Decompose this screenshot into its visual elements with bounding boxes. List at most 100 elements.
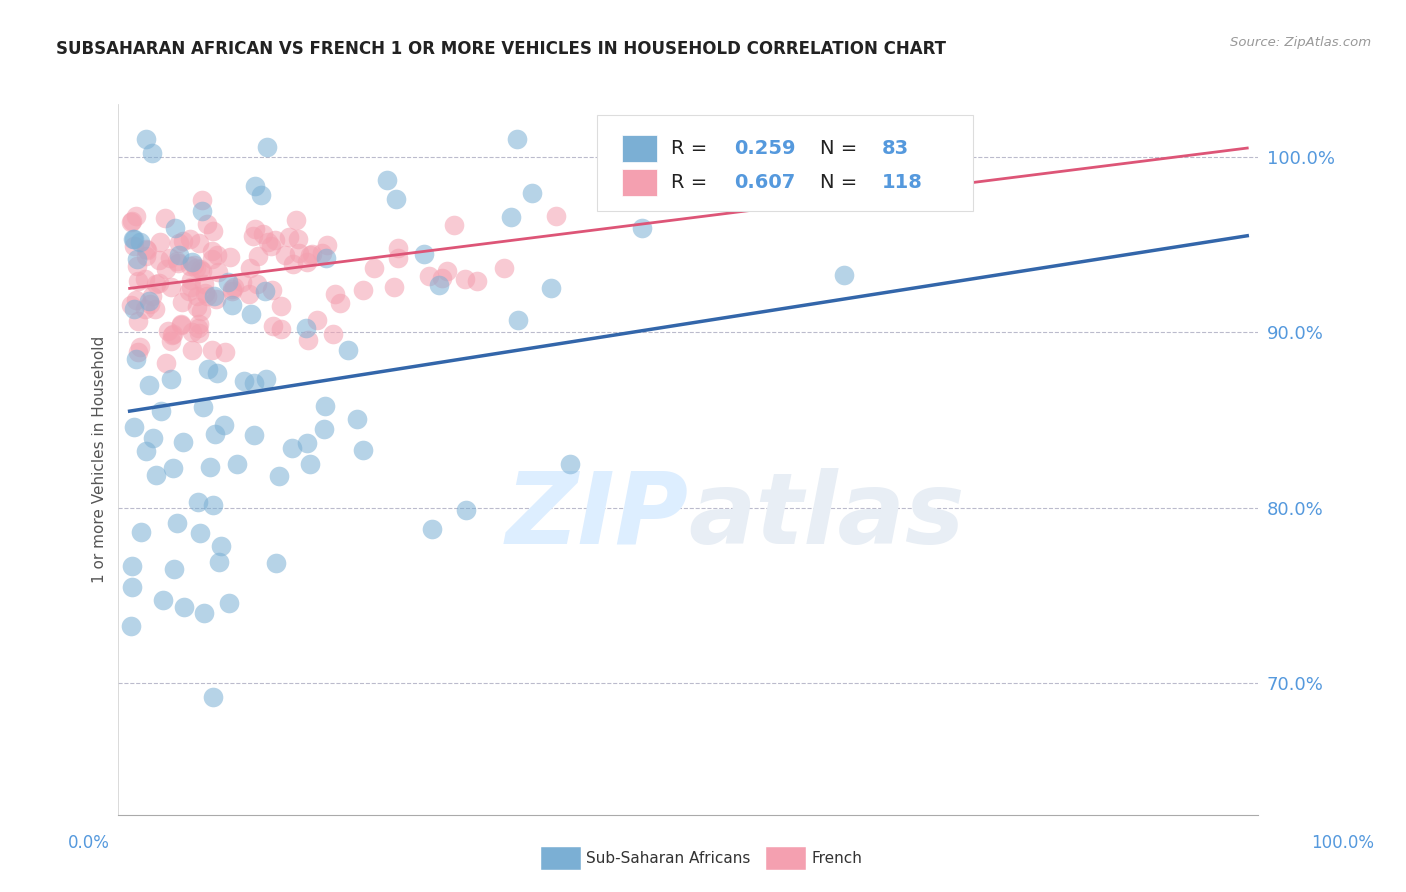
Point <box>194 285 217 300</box>
Point <box>201 252 224 266</box>
Point <box>134 302 156 317</box>
Point <box>207 366 229 380</box>
Point <box>278 230 301 244</box>
Point <box>187 495 209 509</box>
Text: atlas: atlas <box>689 467 965 565</box>
Point <box>301 247 323 261</box>
Point <box>226 457 249 471</box>
Point <box>250 188 273 202</box>
Point <box>141 289 163 303</box>
Point <box>145 467 167 482</box>
Point <box>179 285 201 299</box>
Text: 0.0%: 0.0% <box>67 834 110 852</box>
Point <box>260 239 283 253</box>
Point <box>159 251 181 265</box>
Point <box>299 457 322 471</box>
Point <box>456 503 478 517</box>
Text: 118: 118 <box>882 173 924 192</box>
Point <box>254 372 277 386</box>
Point <box>540 281 562 295</box>
Point <box>163 562 186 576</box>
Point <box>148 235 170 249</box>
Point <box>283 257 305 271</box>
Point <box>295 436 318 450</box>
Point <box>127 252 149 267</box>
Point <box>180 273 202 287</box>
Point <box>242 427 264 442</box>
Point <box>242 228 264 243</box>
Point <box>202 289 225 303</box>
Text: Source: ZipAtlas.com: Source: ZipAtlas.com <box>1230 36 1371 49</box>
Point <box>188 526 211 541</box>
Point <box>256 235 278 249</box>
Point <box>129 340 152 354</box>
Point <box>139 297 162 311</box>
Point <box>205 293 228 307</box>
Point <box>170 294 193 309</box>
Point <box>270 299 292 313</box>
Point <box>209 539 232 553</box>
Point <box>560 457 582 471</box>
Point <box>170 318 193 333</box>
Point <box>141 146 163 161</box>
Point <box>188 317 211 331</box>
Point <box>231 275 253 289</box>
Point <box>191 400 214 414</box>
Point <box>121 558 143 573</box>
Point <box>432 271 454 285</box>
Point <box>191 203 214 218</box>
Point <box>179 232 201 246</box>
Point <box>198 459 221 474</box>
Point <box>443 218 465 232</box>
Point <box>546 209 568 223</box>
Point <box>122 232 145 246</box>
Point <box>219 251 242 265</box>
Point <box>122 239 145 253</box>
Point <box>122 302 145 317</box>
Point <box>128 235 150 250</box>
Point <box>264 233 287 247</box>
Point <box>315 251 337 265</box>
Point <box>325 287 347 301</box>
Point <box>254 285 277 299</box>
Point <box>127 259 149 273</box>
Point <box>297 254 319 268</box>
Point <box>224 280 246 294</box>
Point <box>152 592 174 607</box>
Point <box>181 326 204 340</box>
Point <box>191 264 214 278</box>
Point <box>142 431 165 445</box>
Point <box>262 318 284 333</box>
Y-axis label: 1 or more Vehicles in Household: 1 or more Vehicles in Household <box>93 335 107 583</box>
Point <box>160 327 183 342</box>
Point <box>135 443 157 458</box>
Point <box>169 317 191 331</box>
Point <box>346 411 368 425</box>
Point <box>214 344 236 359</box>
Point <box>181 255 204 269</box>
Point <box>131 524 153 539</box>
FancyBboxPatch shape <box>623 136 657 162</box>
Point <box>187 320 209 334</box>
Point <box>193 277 215 291</box>
Point <box>631 221 654 235</box>
Point <box>382 280 405 294</box>
Point <box>387 251 409 265</box>
Point <box>252 227 274 241</box>
Point <box>429 277 451 292</box>
Text: 83: 83 <box>882 139 910 159</box>
Point <box>135 242 157 256</box>
Point <box>494 261 516 276</box>
Point <box>162 326 184 341</box>
Point <box>352 283 374 297</box>
Point <box>127 274 149 288</box>
Point <box>172 435 194 450</box>
Point <box>205 247 228 261</box>
Point <box>832 268 855 282</box>
Point <box>138 293 160 308</box>
Point <box>121 213 143 227</box>
Point <box>285 213 308 227</box>
Point <box>156 324 179 338</box>
Point <box>232 374 254 388</box>
Point <box>239 260 262 275</box>
